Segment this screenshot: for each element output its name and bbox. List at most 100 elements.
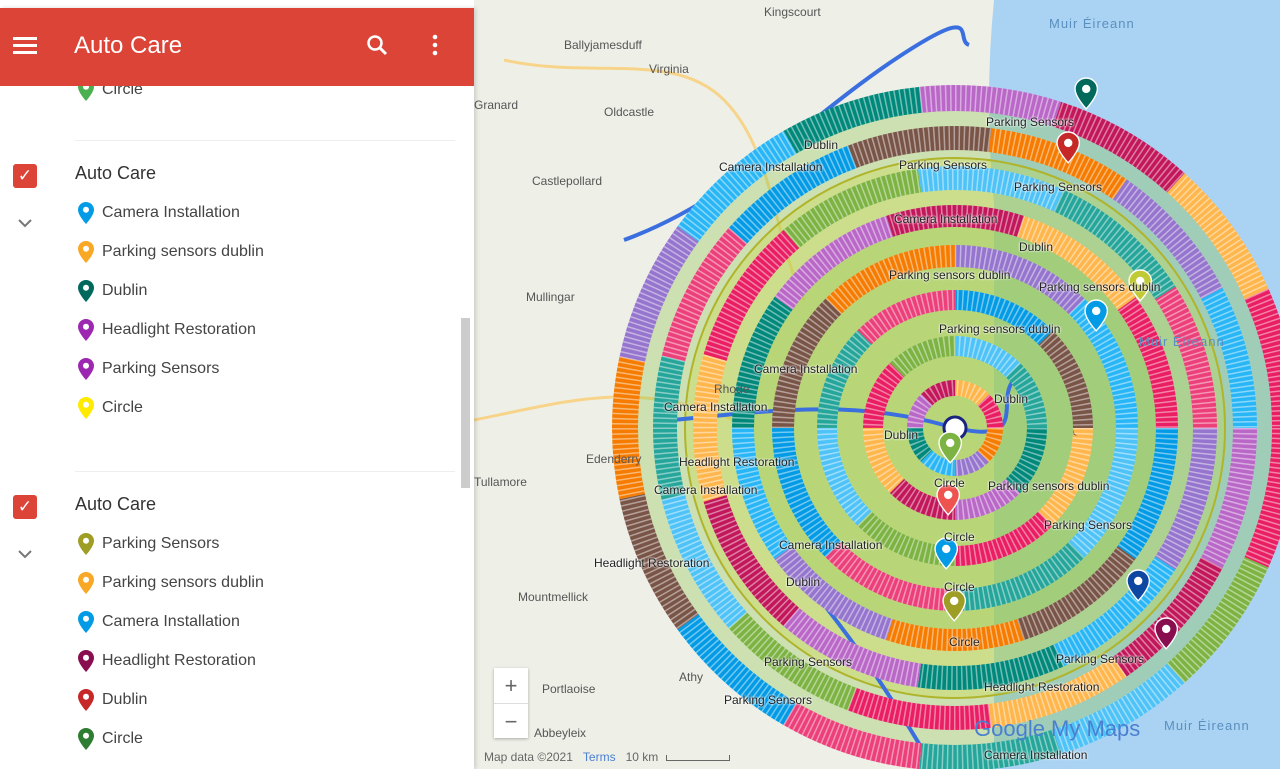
marker-cluster[interactable] xyxy=(693,166,1217,690)
map-pin-icon[interactable] xyxy=(936,483,961,516)
marker-label: Headlight Restoration xyxy=(984,680,1100,694)
marker-cluster[interactable] xyxy=(772,245,1138,611)
list-item[interactable]: Circle xyxy=(78,727,143,751)
marker-cluster[interactable] xyxy=(863,336,1047,520)
marker-label: Headlight Restoration xyxy=(679,455,795,469)
scale-label: 10 km xyxy=(625,750,659,764)
marker-cluster[interactable] xyxy=(732,205,1178,651)
place-label: Mountmellick xyxy=(518,590,589,604)
map-pin-icon[interactable] xyxy=(942,589,967,622)
chevron-down-icon[interactable] xyxy=(17,215,33,231)
map-pin-icon xyxy=(78,689,94,711)
map-pin-icon xyxy=(78,533,94,555)
list-item[interactable]: Parking sensors dublin xyxy=(78,240,264,264)
terms-link[interactable]: Terms xyxy=(582,750,616,764)
chevron-down-icon[interactable] xyxy=(17,546,33,562)
item-label: Dublin xyxy=(102,691,148,708)
divider xyxy=(75,471,455,472)
list-item[interactable]: Headlight Restoration xyxy=(78,318,256,342)
layer-checkbox[interactable]: ✓ xyxy=(13,495,37,519)
marker-cluster[interactable] xyxy=(612,85,1280,769)
marker-cluster[interactable] xyxy=(907,380,1003,476)
marker-cluster[interactable] xyxy=(863,336,1047,520)
marker-label: Dublin xyxy=(1019,240,1054,254)
map-pin-icon[interactable] xyxy=(1084,299,1109,332)
marker-label: Circle xyxy=(944,580,975,594)
list-item[interactable]: Parking Sensors xyxy=(78,532,219,556)
marker-cluster[interactable] xyxy=(907,380,1003,476)
marker-cluster[interactable] xyxy=(693,166,1217,690)
map-pin-icon[interactable] xyxy=(1056,131,1081,164)
marker-ring[interactable] xyxy=(653,126,1257,730)
layer-checkbox[interactable]: ✓ xyxy=(13,164,37,188)
map-pin-icon[interactable] xyxy=(1154,617,1179,650)
marker-cluster[interactable] xyxy=(693,166,1217,690)
list-item[interactable]: Dublin xyxy=(78,279,147,303)
marker-ring[interactable] xyxy=(693,166,1217,690)
zoom-out-button[interactable]: − xyxy=(504,708,518,734)
item-label: Headlight Restoration xyxy=(102,652,256,669)
marker-cluster[interactable] xyxy=(907,380,1003,476)
marker-cluster[interactable] xyxy=(653,126,1257,730)
marker-cluster[interactable] xyxy=(863,336,1047,520)
marker-cluster[interactable] xyxy=(907,380,1003,476)
marker-cluster[interactable] xyxy=(817,290,1093,566)
marker-cluster[interactable] xyxy=(772,245,1138,611)
marker-label: Circle xyxy=(934,476,965,490)
list-item[interactable]: Parking sensors dublin xyxy=(78,571,264,595)
list-item[interactable]: Parking Sensors xyxy=(78,357,219,381)
place-label: Kingscourt xyxy=(764,5,821,19)
marker-cluster[interactable] xyxy=(863,336,1047,520)
marker-cluster[interactable] xyxy=(653,126,1257,730)
map-pin-icon[interactable] xyxy=(1126,569,1151,602)
marker-cluster[interactable] xyxy=(693,166,1217,690)
map-pin-icon[interactable] xyxy=(1074,77,1099,110)
search-icon[interactable] xyxy=(362,30,392,60)
map-canvas[interactable]: Kingscourt Ballyjamesduff Virginia Oldcastl… xyxy=(474,0,1280,769)
list-item[interactable]: Circle xyxy=(78,396,143,420)
more-vert-icon[interactable] xyxy=(420,30,450,60)
marker-label: Parking Sensors xyxy=(1056,652,1145,666)
marker-ring[interactable] xyxy=(907,380,1003,476)
marker-label: Parking Sensors xyxy=(1014,180,1103,194)
list-item[interactable]: Headlight Restoration xyxy=(78,649,256,673)
sea-label: Muir Éireann xyxy=(1164,718,1250,733)
list-item[interactable]: Camera Installation xyxy=(78,610,240,634)
route-line[interactable] xyxy=(673,378,1016,434)
zoom-control: + − xyxy=(494,668,528,738)
map-overlay xyxy=(474,0,1280,769)
marker-cluster[interactable] xyxy=(817,290,1093,566)
marker-ring[interactable] xyxy=(612,85,1280,769)
marker-cluster[interactable] xyxy=(653,126,1257,730)
scrollbar[interactable] xyxy=(461,318,470,488)
list-item[interactable]: Dublin xyxy=(78,688,147,712)
marker-ring[interactable] xyxy=(732,205,1178,651)
item-label: Camera Installation xyxy=(102,204,240,221)
place-label: Oldcastle xyxy=(604,105,655,119)
marker-cluster[interactable] xyxy=(817,290,1093,566)
map-pin-icon[interactable] xyxy=(934,537,959,570)
marker-cluster[interactable] xyxy=(732,205,1178,651)
map-pin-icon xyxy=(78,397,94,419)
list-item[interactable]: Camera Installation xyxy=(78,201,240,225)
map-pin-icon xyxy=(78,650,94,672)
map-pin-icon xyxy=(78,611,94,633)
marker-label: Parking sensors dublin xyxy=(939,322,1061,336)
marker-cluster[interactable] xyxy=(732,205,1178,651)
marker-label: Camera Installation xyxy=(894,212,998,226)
marker-cluster[interactable] xyxy=(612,85,1280,769)
marker-cluster[interactable] xyxy=(732,205,1178,651)
zoom-in-button[interactable]: + xyxy=(494,668,528,704)
map-pin-icon xyxy=(78,280,94,302)
marker-label: Parking sensors dublin xyxy=(889,268,1011,282)
marker-cluster[interactable] xyxy=(772,245,1138,611)
marker-label: Parking Sensors xyxy=(724,693,813,707)
hamburger-icon[interactable] xyxy=(10,30,40,60)
marker-ring[interactable] xyxy=(863,336,1047,520)
marker-cluster[interactable] xyxy=(653,126,1257,730)
marker-cluster[interactable] xyxy=(612,85,1280,769)
marker-label: Circle xyxy=(949,635,980,649)
map-pin-icon[interactable] xyxy=(1128,269,1153,302)
map-pin-icon[interactable] xyxy=(938,431,963,464)
marker-label: Parking Sensors xyxy=(986,115,1075,129)
